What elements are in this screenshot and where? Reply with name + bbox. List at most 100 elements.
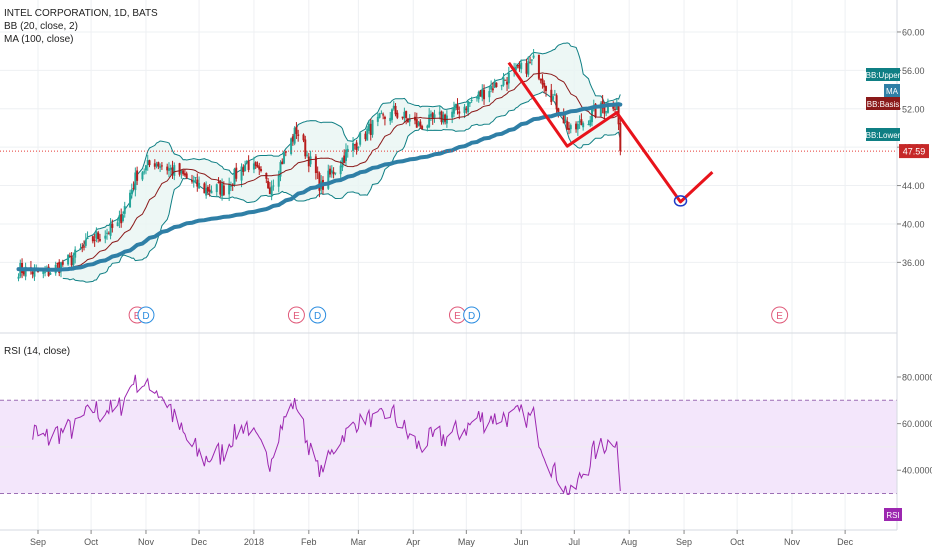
candle-body	[431, 112, 434, 119]
candle-body	[403, 111, 406, 119]
candle-body	[98, 239, 101, 241]
bb-indicator-label[interactable]: BB (20, close, 2)	[4, 21, 78, 32]
candle-body	[506, 81, 509, 85]
event-marker-label: E	[776, 311, 783, 322]
candle-body	[74, 249, 77, 258]
candle-body	[183, 173, 186, 176]
series-label-text: BB:Upper	[866, 71, 901, 80]
candle-body	[544, 85, 547, 92]
candle-body	[603, 106, 606, 114]
candle-body	[433, 114, 436, 119]
candle-body	[178, 163, 181, 175]
candle-body	[383, 116, 386, 119]
candle-body	[463, 106, 466, 113]
event-marker-circle	[309, 306, 327, 324]
candle-body	[95, 232, 98, 239]
forecast-drawing[interactable]	[507, 61, 714, 204]
candle-body	[332, 171, 335, 175]
candle-body	[346, 148, 349, 152]
event-marker-e[interactable]: E	[771, 306, 789, 324]
candle-body	[86, 238, 89, 240]
candle-body	[160, 165, 163, 167]
time-tick-label: Mar	[351, 537, 367, 547]
candle-body	[44, 271, 47, 273]
rsi-tag-box	[884, 508, 902, 521]
forecast-target-circle[interactable]	[673, 195, 688, 207]
candle-body	[293, 127, 296, 144]
candle-body	[557, 108, 560, 114]
event-marker-e[interactable]: E	[287, 306, 305, 324]
candle-body	[31, 271, 34, 275]
event-marker-e[interactable]: E	[448, 306, 466, 324]
candle-body	[141, 172, 144, 180]
candle-body	[543, 83, 546, 88]
time-tick-label: Dec	[191, 537, 208, 547]
event-marker-label: D	[142, 311, 149, 322]
candle-body	[467, 101, 470, 113]
candle-body	[121, 215, 124, 222]
candle-body	[104, 235, 107, 239]
rsi-legend: RSI (14, close)	[4, 345, 70, 358]
candle-body	[401, 116, 404, 119]
candle-body	[357, 146, 360, 149]
rsi-indicator-label[interactable]: RSI (14, close)	[4, 346, 71, 357]
candle-body	[406, 118, 409, 123]
candle-body	[367, 123, 370, 131]
candle-body	[129, 192, 132, 208]
candle-body	[304, 139, 307, 157]
candle-body	[318, 173, 321, 191]
candle-body	[159, 166, 162, 168]
candle-body	[180, 169, 183, 174]
candle-body	[182, 170, 185, 175]
candle-body	[17, 276, 20, 279]
candle-body	[270, 186, 273, 196]
candle-body	[580, 119, 583, 126]
candle-body	[111, 223, 114, 228]
candle-body	[22, 270, 25, 275]
candle-body	[483, 89, 486, 100]
time-tick-label: 2018	[244, 537, 264, 547]
candle-body	[169, 167, 172, 170]
candle-body	[260, 169, 263, 172]
candle-body	[366, 128, 369, 141]
candle-body	[247, 160, 250, 170]
candle-body	[132, 187, 135, 189]
candle-body	[330, 170, 333, 173]
time-tick-label: Aug	[621, 537, 637, 547]
candle-body	[235, 167, 238, 179]
candle-body	[60, 262, 63, 272]
candle-body	[555, 95, 558, 110]
time-tick-label: Sep	[30, 537, 46, 547]
bb-upper-line	[62, 42, 621, 262]
candle-body	[376, 116, 379, 122]
candle-body	[614, 108, 617, 110]
candle-body	[429, 113, 432, 117]
event-marker-label: E	[454, 311, 461, 322]
series-label-ma: MA	[884, 84, 900, 97]
candle-body	[233, 168, 236, 185]
candle-body	[295, 126, 298, 134]
candle-body	[72, 257, 75, 266]
candle-body	[167, 168, 170, 171]
event-marker-d[interactable]: D	[137, 306, 155, 324]
candle-body	[341, 157, 344, 168]
candle-body	[208, 189, 211, 192]
candle-body	[130, 189, 133, 195]
ma-indicator-label[interactable]: MA (100, close)	[4, 34, 74, 45]
candle-body	[576, 123, 579, 130]
time-tick-label: Oct	[730, 537, 745, 547]
series-label-box	[884, 84, 900, 97]
candle-body	[240, 166, 243, 181]
price-legend: INTEL CORPORATION, 1D, BATS BB (20, clos…	[4, 7, 158, 46]
candle-body	[49, 272, 52, 275]
event-marker-circle	[137, 306, 155, 324]
candle-body	[198, 182, 201, 189]
event-marker-d[interactable]: D	[309, 306, 327, 324]
candle-body	[454, 103, 457, 109]
candle-body	[109, 223, 112, 236]
candle-body	[279, 162, 282, 177]
candle-body	[394, 105, 397, 115]
candle-body	[190, 180, 193, 182]
event-marker-d[interactable]: D	[463, 306, 481, 324]
